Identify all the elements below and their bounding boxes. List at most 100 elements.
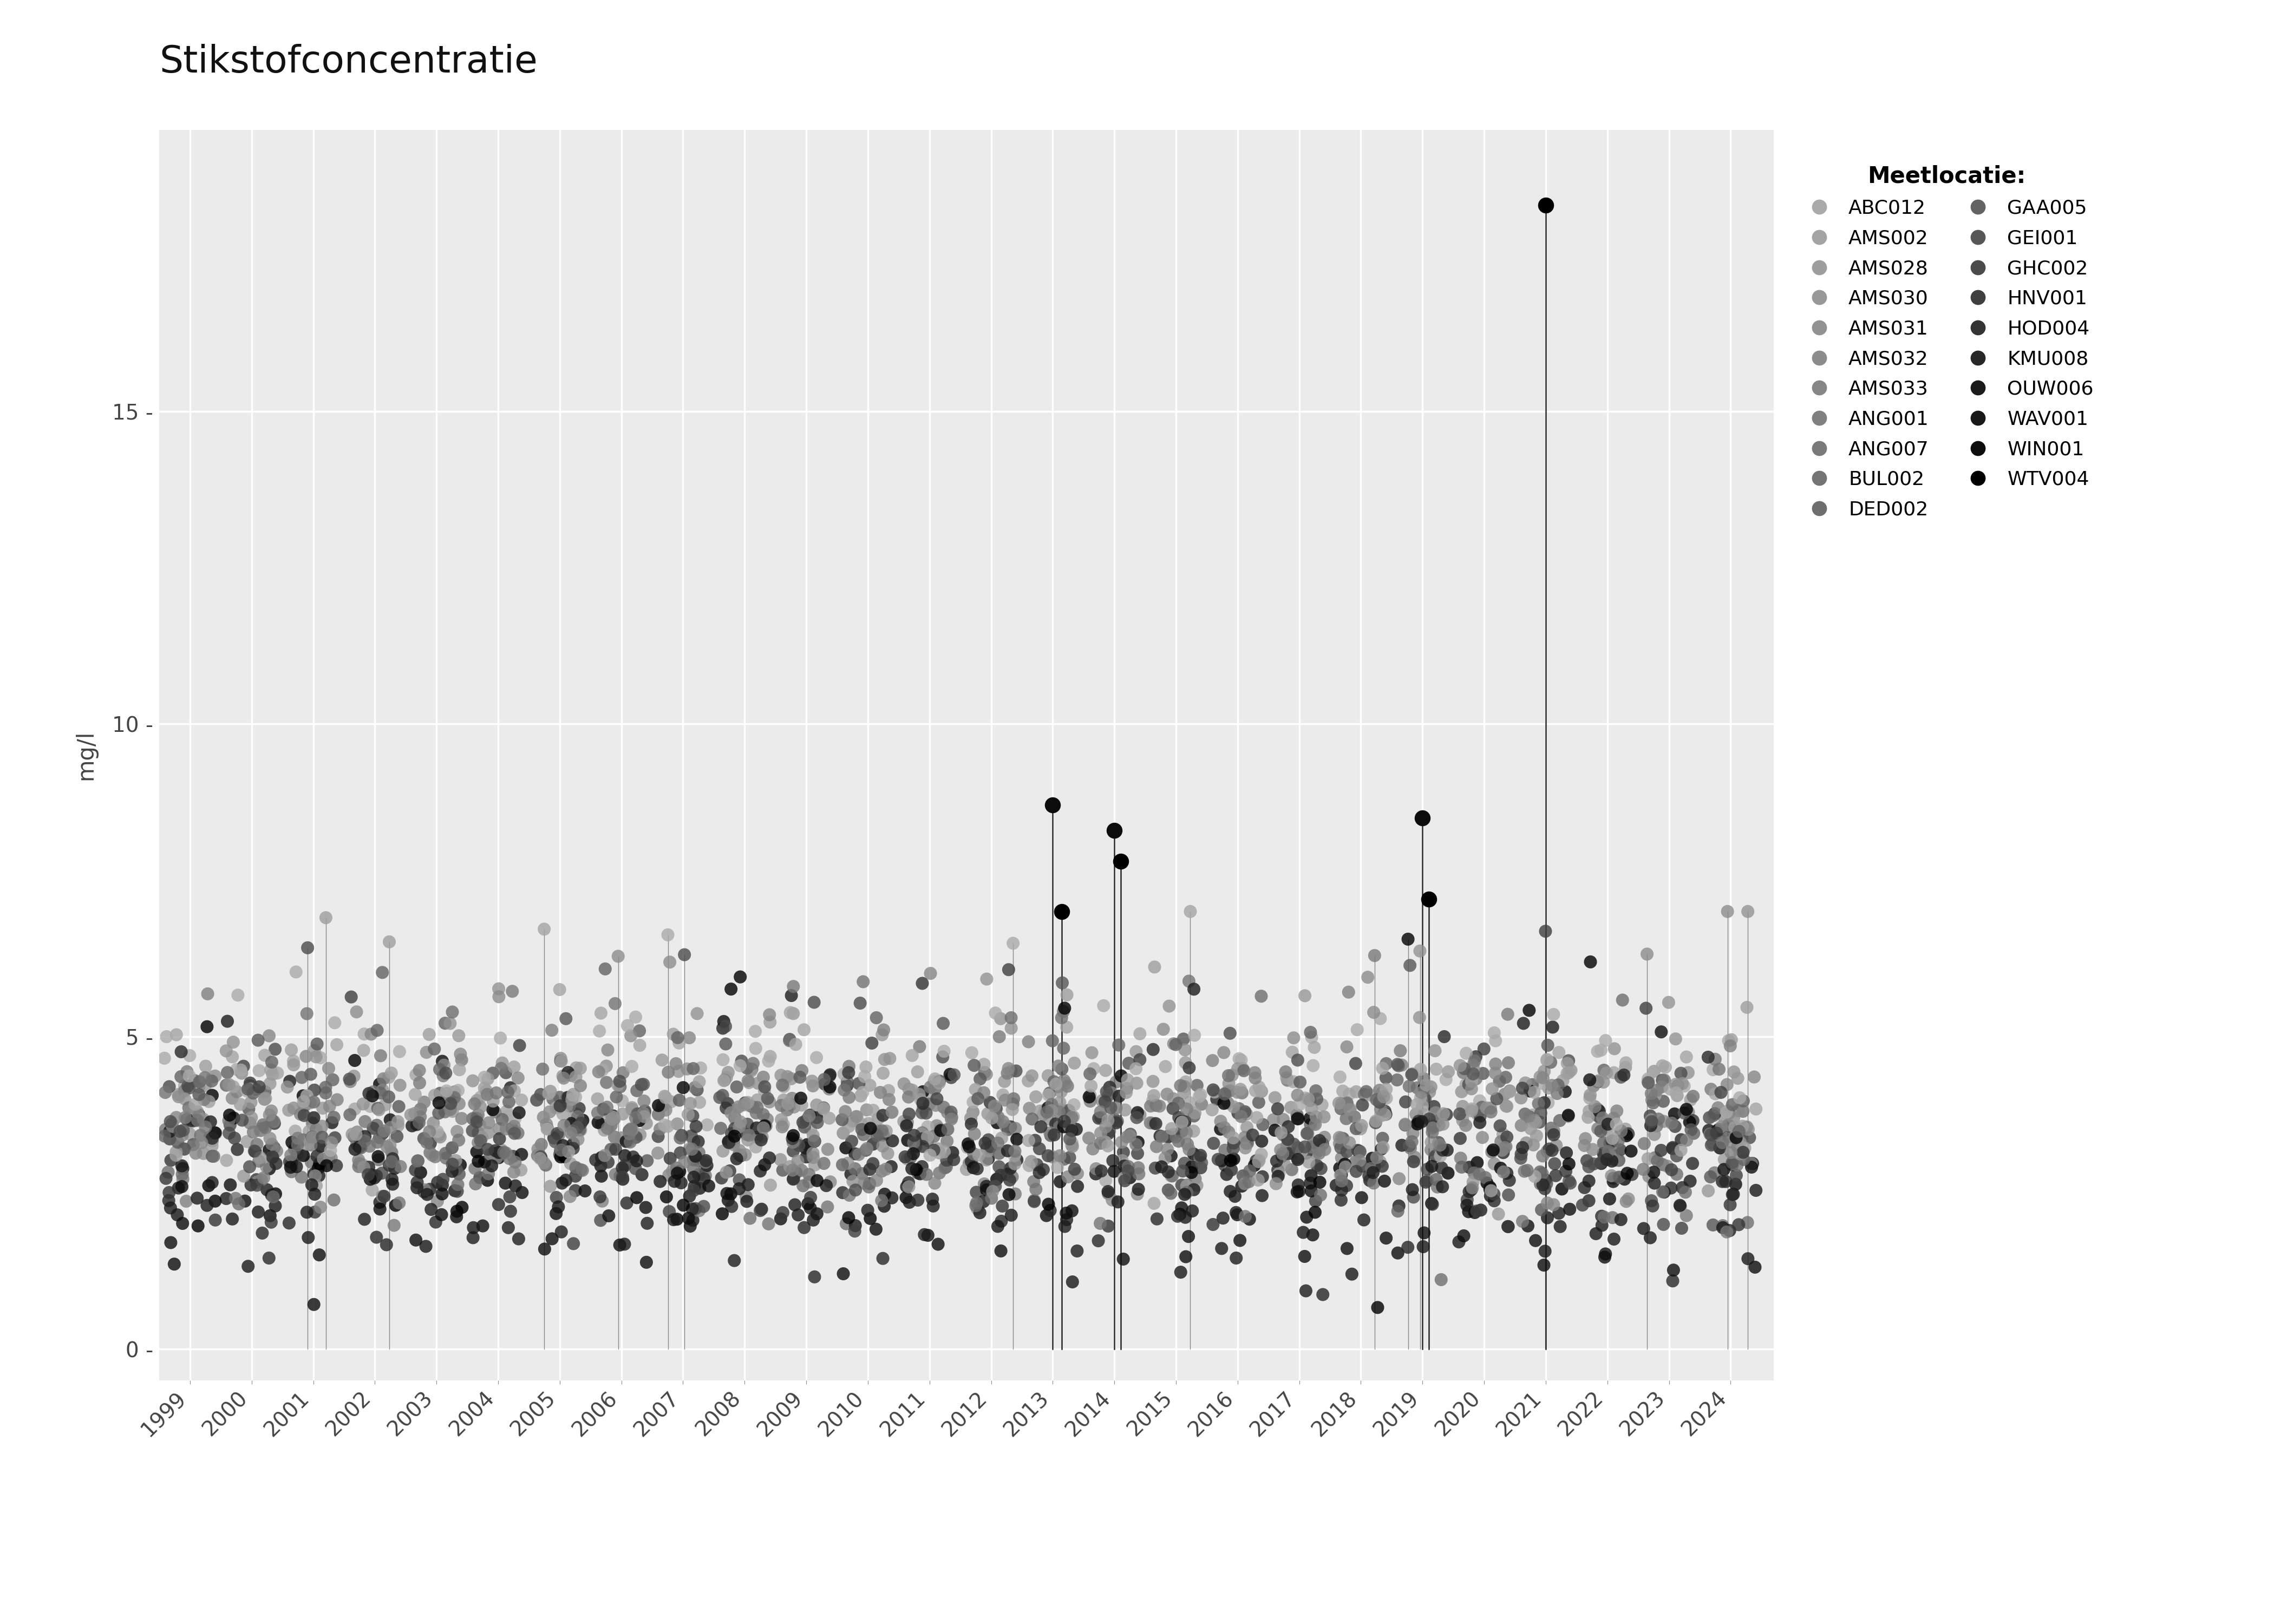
Point bbox=[1026, 1101, 1062, 1127]
Point bbox=[889, 1147, 926, 1173]
Point bbox=[1694, 1132, 1731, 1158]
Point bbox=[910, 1114, 946, 1140]
Point bbox=[982, 1005, 1019, 1031]
Point bbox=[1405, 1101, 1442, 1127]
Point bbox=[1367, 1098, 1403, 1124]
Point bbox=[1146, 1145, 1182, 1171]
Point bbox=[1217, 1184, 1253, 1210]
Point bbox=[407, 1090, 443, 1116]
Point bbox=[903, 1153, 939, 1179]
Point bbox=[675, 1103, 712, 1129]
Point bbox=[193, 1069, 230, 1095]
Point bbox=[830, 1069, 866, 1095]
Point bbox=[1051, 1145, 1087, 1171]
Point bbox=[1110, 1124, 1146, 1150]
Point bbox=[739, 1095, 775, 1121]
Point bbox=[1205, 1039, 1242, 1065]
Point bbox=[1298, 1153, 1335, 1179]
Point bbox=[359, 1017, 396, 1043]
Point bbox=[473, 1153, 509, 1179]
Point bbox=[1087, 1114, 1123, 1140]
Point bbox=[539, 1121, 575, 1147]
Point bbox=[480, 1145, 516, 1171]
Point bbox=[712, 1130, 748, 1156]
Point bbox=[916, 1171, 953, 1197]
Point bbox=[980, 1140, 1016, 1166]
Point bbox=[284, 1143, 321, 1169]
Point bbox=[1169, 1132, 1205, 1158]
Point bbox=[407, 1233, 443, 1259]
Point bbox=[1665, 1070, 1701, 1096]
Point bbox=[216, 1073, 252, 1099]
Point bbox=[578, 1147, 614, 1173]
Point bbox=[1403, 1109, 1439, 1135]
Point bbox=[1196, 1078, 1233, 1104]
Point bbox=[1526, 1176, 1562, 1202]
Point bbox=[1530, 1090, 1567, 1116]
Point bbox=[1071, 1088, 1107, 1114]
Point bbox=[650, 1199, 687, 1224]
Point bbox=[1451, 1072, 1487, 1098]
Point bbox=[812, 1106, 848, 1132]
Point bbox=[1405, 1220, 1442, 1246]
Point bbox=[905, 1125, 941, 1151]
Point bbox=[459, 1109, 496, 1135]
Point bbox=[721, 1095, 757, 1121]
Point bbox=[382, 1072, 418, 1098]
Point bbox=[1214, 1148, 1251, 1174]
Point bbox=[680, 1000, 716, 1026]
Point bbox=[1298, 1086, 1335, 1112]
Point bbox=[1262, 1119, 1298, 1145]
Point bbox=[164, 1174, 200, 1200]
Point bbox=[455, 1224, 491, 1250]
Point bbox=[1351, 1168, 1387, 1194]
Point bbox=[173, 1109, 209, 1135]
Point bbox=[271, 1148, 307, 1174]
Point bbox=[1671, 1086, 1708, 1112]
Point bbox=[1728, 1210, 1765, 1236]
Point bbox=[866, 1046, 903, 1072]
Point bbox=[518, 1143, 555, 1169]
Point bbox=[1121, 1155, 1157, 1181]
Point bbox=[1021, 1135, 1057, 1161]
Point bbox=[252, 1210, 289, 1236]
Point bbox=[1292, 1020, 1328, 1046]
Point bbox=[1323, 1168, 1360, 1194]
Point bbox=[921, 1069, 957, 1095]
Point bbox=[355, 1083, 391, 1109]
Point bbox=[1721, 1119, 1758, 1145]
Point bbox=[625, 1099, 662, 1125]
Point bbox=[1212, 1148, 1248, 1174]
Point bbox=[1460, 1150, 1496, 1176]
Point bbox=[1569, 1104, 1605, 1130]
Point bbox=[1176, 1099, 1212, 1125]
Point bbox=[1492, 1168, 1528, 1194]
Point bbox=[1110, 1067, 1146, 1093]
Point bbox=[1337, 1148, 1373, 1174]
Point bbox=[421, 1057, 457, 1083]
Point bbox=[928, 1147, 964, 1173]
Point bbox=[164, 1153, 200, 1179]
Point bbox=[489, 1098, 525, 1124]
Point bbox=[273, 1036, 309, 1062]
Point bbox=[1144, 1153, 1180, 1179]
Point bbox=[1355, 1153, 1392, 1179]
Point bbox=[589, 1095, 625, 1121]
Point bbox=[905, 1090, 941, 1116]
Point bbox=[1403, 1085, 1439, 1111]
Point bbox=[682, 1056, 719, 1082]
Point bbox=[1633, 1112, 1669, 1138]
Point bbox=[564, 1111, 600, 1137]
Point bbox=[989, 1138, 1026, 1164]
Point bbox=[277, 1137, 314, 1163]
Point bbox=[298, 1173, 334, 1199]
Point bbox=[989, 1060, 1026, 1086]
Point bbox=[735, 1056, 771, 1082]
Point bbox=[1055, 1268, 1092, 1294]
Point bbox=[1280, 1091, 1317, 1117]
Point bbox=[628, 1098, 664, 1124]
Point bbox=[837, 1177, 873, 1203]
Point bbox=[1280, 1147, 1317, 1173]
Point bbox=[1182, 1091, 1219, 1117]
Point bbox=[1203, 1148, 1239, 1174]
